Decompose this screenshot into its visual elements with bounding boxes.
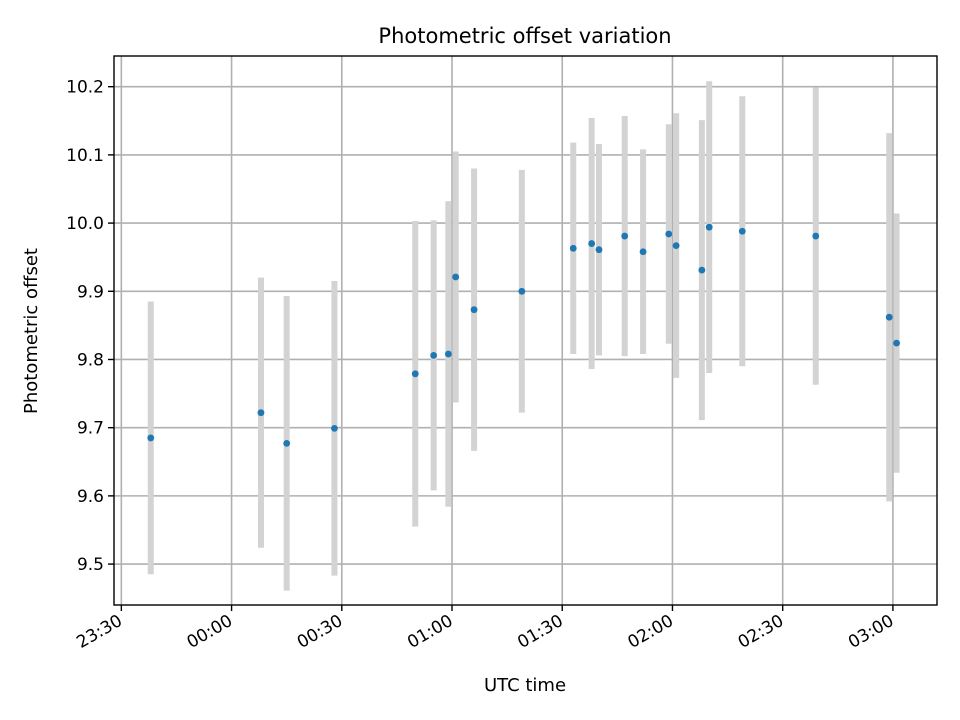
data-point — [411, 370, 419, 378]
data-point — [639, 248, 647, 256]
data-point — [672, 242, 680, 249]
data-point — [331, 424, 338, 432]
y-tick-label: 9.5 — [77, 555, 104, 575]
chart-title: Photometric offset variation — [378, 24, 671, 48]
data-point — [257, 409, 265, 417]
data-point — [738, 227, 746, 235]
data-point — [430, 351, 438, 359]
data-points — [147, 223, 900, 447]
y-axis-label: Photometric offset — [21, 248, 42, 414]
plot-frame — [113, 55, 938, 606]
y-tick-label: 9.8 — [77, 350, 104, 370]
data-point — [452, 273, 460, 281]
data-point — [705, 223, 713, 231]
data-point — [812, 232, 820, 240]
y-tick-label: 9.9 — [77, 282, 104, 302]
data-point — [569, 244, 577, 252]
data-point — [621, 232, 629, 240]
y-tick-label: 10.2 — [66, 78, 104, 98]
data-point — [147, 434, 155, 442]
y-axis-ticks: 9.5 9.6 9.7 9.8 9.9 10.0 10.1 10.2 — [66, 78, 114, 575]
y-tick-label: 9.6 — [77, 487, 104, 507]
data-point — [588, 240, 596, 247]
data-point — [665, 230, 673, 238]
y-tick-label: 10.0 — [66, 214, 104, 234]
data-point — [595, 246, 603, 254]
data-point — [893, 339, 900, 347]
x-axis-label: UTC time — [484, 675, 566, 696]
data-point — [885, 313, 893, 321]
data-point — [283, 439, 291, 447]
y-tick-label: 10.1 — [66, 146, 104, 166]
data-point — [518, 287, 526, 295]
data-point — [470, 306, 478, 314]
grid-lines — [114, 56, 937, 605]
data-point — [698, 266, 706, 274]
data-point — [444, 350, 452, 358]
y-tick-label: 9.7 — [77, 419, 104, 439]
